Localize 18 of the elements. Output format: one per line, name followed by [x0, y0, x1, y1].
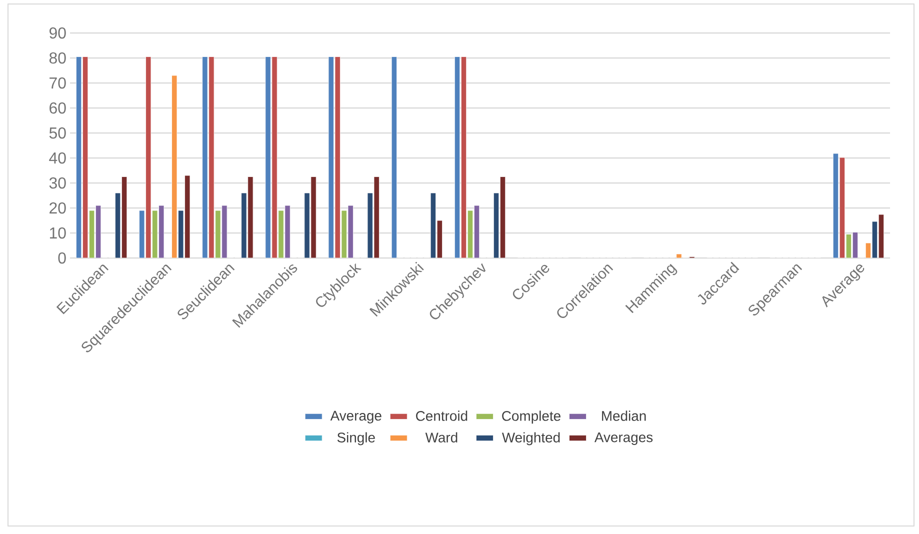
legend-label: Centroid: [416, 410, 468, 421]
legend-label: Average: [330, 410, 382, 424]
y-tick-label: 0: [58, 252, 66, 264]
y-tick-label: 10: [50, 227, 66, 239]
y-tick-label: 60: [50, 102, 66, 114]
y-tick-label: 50: [49, 127, 66, 139]
y-tick-label: 40: [49, 152, 66, 164]
legend-label: Median: [602, 410, 646, 421]
legend-label: Averages: [594, 432, 653, 445]
y-tick-label: 90: [50, 27, 66, 39]
legend-label: Weighted: [502, 432, 560, 446]
y-tick-label: 20: [50, 202, 66, 214]
legend-label: Ward: [425, 432, 458, 442]
y-tick-label: 30: [49, 177, 66, 189]
y-tick-label: 70: [50, 77, 66, 89]
y-tick-label: 80: [49, 52, 66, 64]
legend-label: Complete: [502, 410, 560, 424]
legend-label: Single: [337, 432, 375, 446]
